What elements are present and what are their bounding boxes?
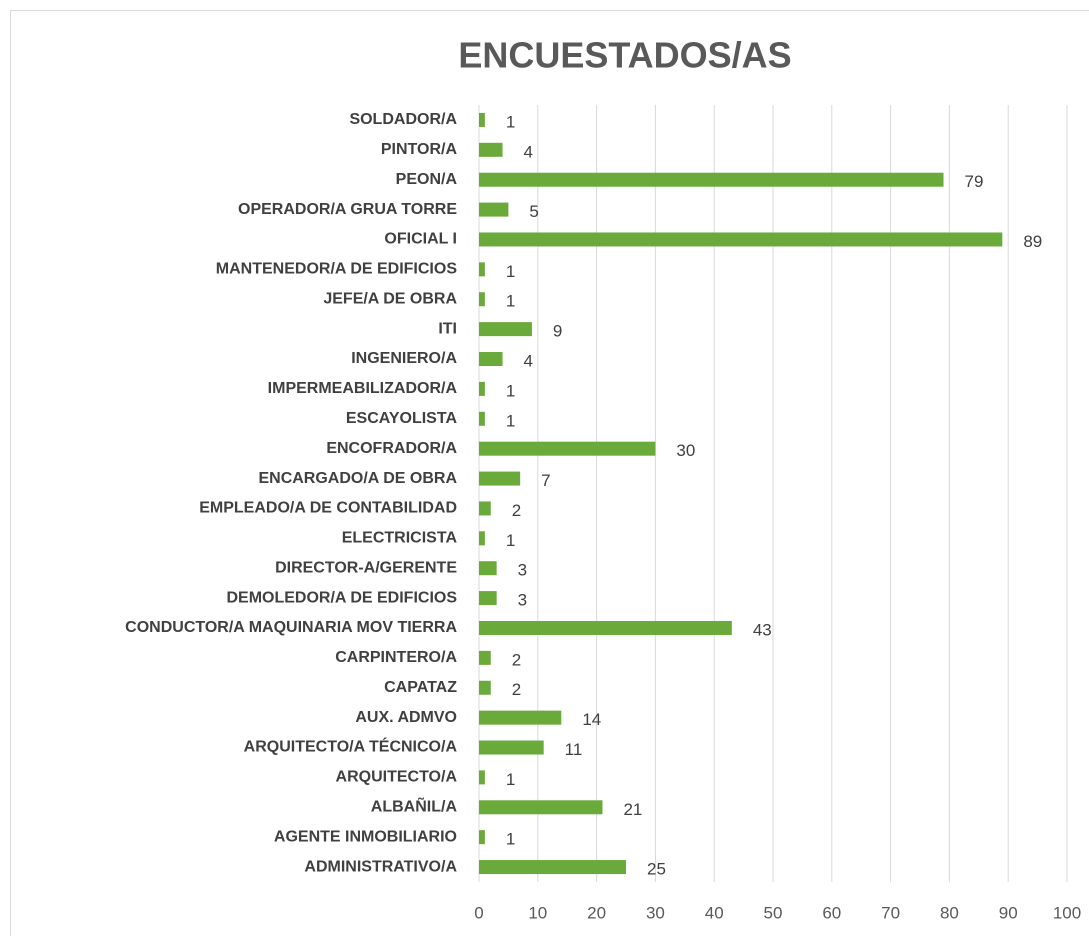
- bar: [479, 411, 485, 426]
- data-label: 1: [506, 112, 515, 131]
- data-label: 79: [965, 172, 984, 191]
- x-tick-label: 90: [999, 903, 1018, 922]
- y-tick-label: AUX. ADMVO: [355, 709, 457, 726]
- bar: [479, 740, 544, 755]
- x-tick-label: 10: [528, 903, 547, 922]
- bar: [479, 591, 497, 606]
- bar: [479, 620, 732, 635]
- x-tick-label: 40: [705, 903, 724, 922]
- y-tick-label: CONDUCTOR/A MAQUINARIA MOV TIERRA: [125, 619, 457, 636]
- bar: [479, 710, 562, 725]
- data-label: 4: [524, 142, 533, 161]
- bar: [479, 561, 497, 576]
- data-label: 1: [506, 830, 515, 849]
- y-tick-label: DEMOLEDOR/A DE EDIFICIOS: [226, 589, 457, 606]
- bar: [479, 501, 491, 516]
- y-tick-label: ENCOFRADOR/A: [326, 440, 457, 457]
- y-tick-label: ARQUITECTO/A TÉCNICO/A: [244, 737, 458, 756]
- bar: [479, 680, 491, 695]
- y-tick-label: EMPLEADO/A DE CONTABILIDAD: [199, 500, 457, 517]
- bar: [479, 232, 1003, 247]
- x-tick-label: 20: [587, 903, 606, 922]
- y-tick-label: AGENTE INMOBILIARIO: [274, 828, 457, 845]
- y-tick-label: IMPERMEABILIZADOR/A: [268, 380, 458, 397]
- data-label: 11: [565, 740, 583, 759]
- data-label: 21: [623, 800, 642, 819]
- data-label: 4: [524, 352, 533, 371]
- bar: [479, 830, 485, 845]
- data-label: 2: [512, 650, 521, 669]
- data-label: 1: [506, 292, 515, 311]
- y-tick-label: OPERADOR/A GRUA TORRE: [238, 201, 457, 218]
- bar: [479, 800, 603, 815]
- data-label: 2: [512, 680, 521, 699]
- y-tick-label: CAPATAZ: [384, 679, 457, 696]
- data-label: 1: [506, 411, 515, 430]
- data-label: 9: [553, 322, 562, 341]
- data-label: 5: [529, 202, 538, 221]
- y-tick-label: ADMINISTRATIVO/A: [304, 858, 457, 875]
- y-tick-label: JEFE/A DE OBRA: [323, 290, 457, 307]
- bar: [479, 352, 503, 367]
- data-label: 7: [541, 471, 550, 490]
- bar: [479, 172, 944, 187]
- bar: [479, 441, 656, 456]
- bar: [479, 112, 485, 127]
- y-tick-label: MANTENEDOR/A DE EDIFICIOS: [216, 261, 458, 278]
- x-tick-label: 60: [822, 903, 841, 922]
- data-label: 14: [582, 710, 601, 729]
- y-tick-label: SOLDADOR/A: [349, 111, 457, 128]
- bar: [479, 202, 509, 217]
- data-label: 3: [518, 561, 527, 580]
- data-label: 1: [506, 262, 515, 281]
- data-label: 3: [518, 591, 527, 610]
- x-tick-label: 50: [764, 903, 783, 922]
- y-tick-label: ITI: [438, 320, 457, 337]
- data-label: 1: [506, 770, 515, 789]
- x-tick-label: 80: [940, 903, 959, 922]
- bar: [479, 770, 485, 785]
- data-label: 1: [506, 531, 515, 550]
- bar: [479, 531, 485, 546]
- y-tick-label: ENCARGADO/A DE OBRA: [258, 470, 457, 487]
- y-tick-label: CARPINTERO/A: [335, 649, 457, 666]
- bar: [479, 262, 485, 277]
- y-tick-label: ELECTRICISTA: [342, 530, 458, 547]
- bar: [479, 142, 503, 157]
- bar: [479, 471, 521, 486]
- data-label: 43: [753, 620, 772, 639]
- y-tick-label: PEON/A: [396, 171, 458, 188]
- bar: [479, 292, 485, 307]
- y-tick-label: OFICIAL I: [384, 231, 457, 248]
- chart-border: [10, 10, 1089, 936]
- bar: [479, 322, 532, 337]
- data-label: 2: [512, 501, 521, 520]
- bar: [479, 860, 626, 875]
- bar: [479, 381, 485, 396]
- data-label: 1: [506, 381, 515, 400]
- y-tick-label: ESCAYOLISTA: [346, 410, 458, 427]
- y-tick-label: INGENIERO/A: [351, 350, 457, 367]
- y-tick-label: DIRECTOR-A/GERENTE: [275, 559, 457, 576]
- x-tick-label: 0: [474, 903, 483, 922]
- bar: [479, 650, 491, 665]
- y-tick-label: PINTOR/A: [381, 141, 458, 158]
- x-tick-label: 100: [1053, 903, 1081, 922]
- y-tick-label: ALBAÑIL/A: [371, 796, 458, 816]
- chart-title: ENCUESTADOS/AS: [458, 35, 791, 76]
- x-tick-label: 30: [646, 903, 665, 922]
- x-tick-label: 70: [881, 903, 900, 922]
- y-tick-label: ARQUITECTO/A: [336, 769, 458, 786]
- data-label: 30: [676, 441, 695, 460]
- data-label: 25: [647, 860, 666, 879]
- data-label: 89: [1023, 232, 1042, 251]
